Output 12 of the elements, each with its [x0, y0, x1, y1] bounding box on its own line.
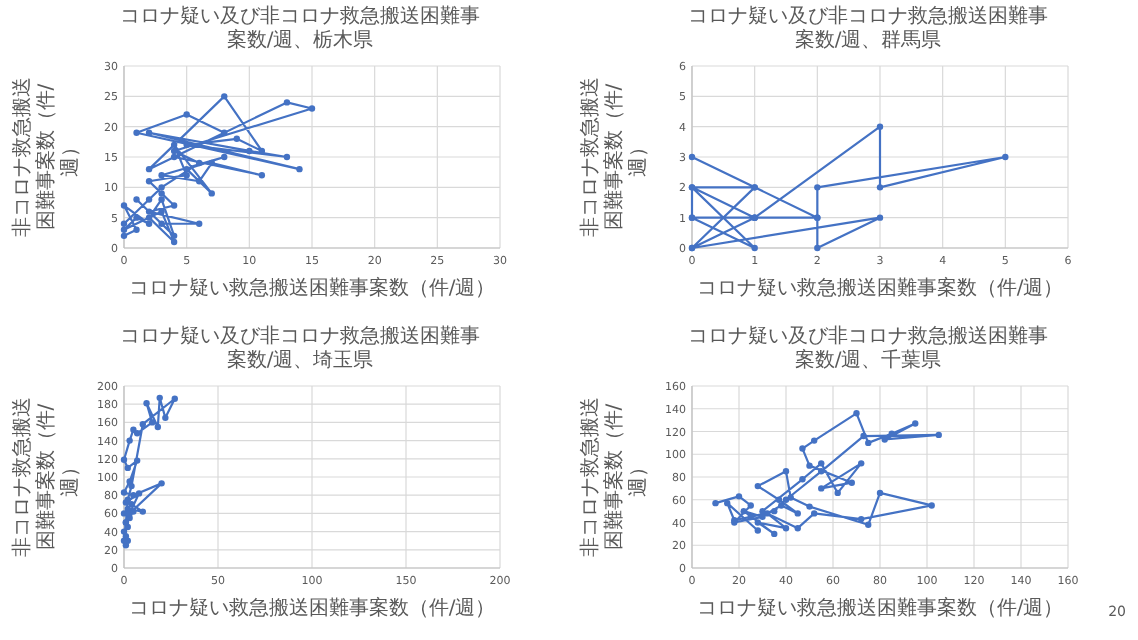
x-axis-title: コロナ疑い救急搬送困難事案数（件/週） [128, 596, 496, 620]
y-axis-title: 非コロナ救急搬送困難事案数（件/週） [578, 77, 650, 237]
x-axis-title: コロナ疑い救急搬送困難事案数（件/週） [696, 596, 1064, 620]
y-axis-title: 非コロナ救急搬送困難事案数（件/週） [10, 397, 82, 557]
chart-title: コロナ疑い及び非コロナ救急搬送困難事案数/週、千葉県 [688, 324, 1048, 372]
chart-title: コロナ疑い及び非コロナ救急搬送困難事案数/週、埼玉県 [120, 324, 480, 372]
y-axis-title: 非コロナ救急搬送困難事案数（件/週） [578, 397, 650, 557]
y-axis-title: 非コロナ救急搬送困難事案数（件/週） [10, 77, 82, 237]
chart-title: コロナ疑い及び非コロナ救急搬送困難事案数/週、栃木県 [120, 4, 480, 52]
x-axis-title: コロナ疑い救急搬送困難事案数（件/週） [696, 276, 1064, 300]
chart-title: コロナ疑い及び非コロナ救急搬送困難事案数/週、群馬県 [688, 4, 1048, 52]
x-axis-title: コロナ疑い救急搬送困難事案数（件/週） [128, 276, 496, 300]
